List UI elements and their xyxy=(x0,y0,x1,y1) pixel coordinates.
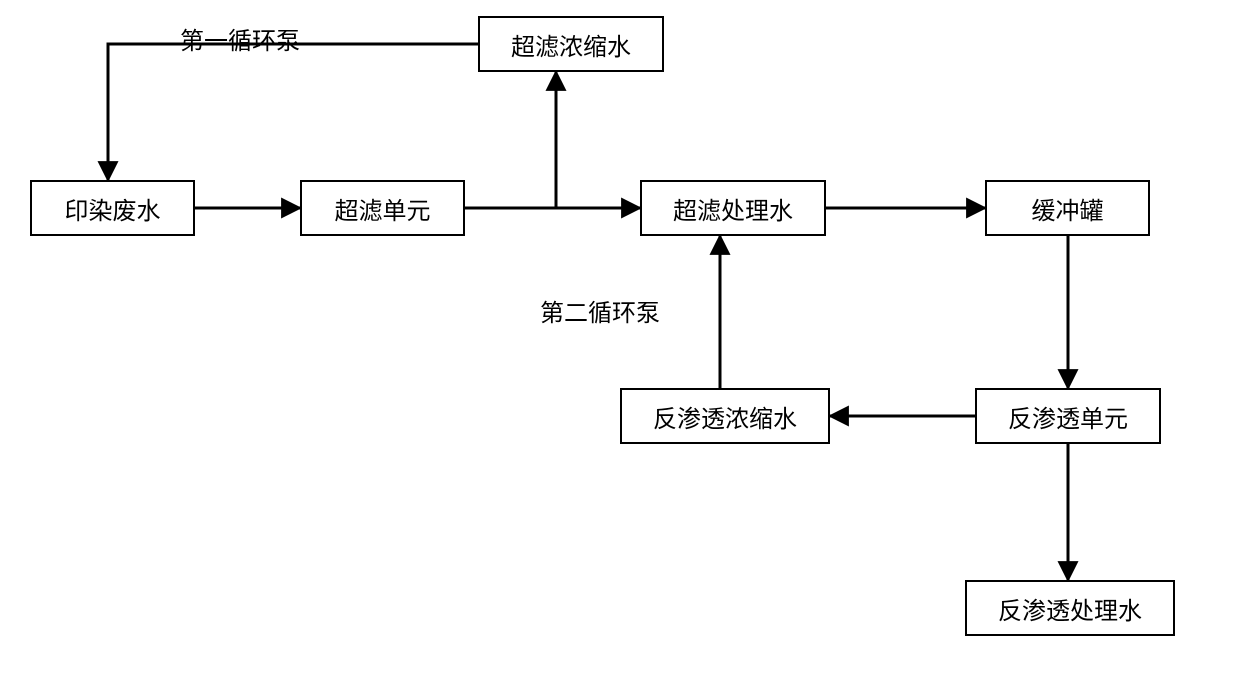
flowchart-canvas: 印染废水 超滤单元 超滤浓缩水 超滤处理水 缓冲罐 反渗透浓缩水 反渗透单元 反… xyxy=(0,0,1240,691)
node-uf-conc-label: 超滤浓缩水 xyxy=(511,27,631,62)
node-uf-unit-label: 超滤单元 xyxy=(335,191,431,226)
edge-label-pump2: 第二循环泵 xyxy=(500,290,700,330)
edge-label-pump2-text: 第二循环泵 xyxy=(540,293,660,328)
node-uf-treated-label: 超滤处理水 xyxy=(673,191,793,226)
node-ro-conc-label: 反渗透浓缩水 xyxy=(653,399,797,434)
edge-uf-conc-to-wastewater xyxy=(108,44,478,180)
node-uf-treated: 超滤处理水 xyxy=(640,180,826,236)
node-ro-unit-label: 反渗透单元 xyxy=(1008,399,1128,434)
node-uf-unit: 超滤单元 xyxy=(300,180,465,236)
node-ro-treated-label: 反渗透处理水 xyxy=(998,591,1142,626)
node-buffer: 缓冲罐 xyxy=(985,180,1150,236)
node-wastewater-label: 印染废水 xyxy=(65,191,161,226)
node-uf-conc: 超滤浓缩水 xyxy=(478,16,664,72)
node-wastewater: 印染废水 xyxy=(30,180,195,236)
edge-label-pump1-text: 第一循环泵 xyxy=(180,21,300,56)
node-ro-conc: 反渗透浓缩水 xyxy=(620,388,830,444)
node-ro-treated: 反渗透处理水 xyxy=(965,580,1175,636)
edge-label-pump1: 第一循环泵 xyxy=(140,18,340,58)
node-ro-unit: 反渗透单元 xyxy=(975,388,1161,444)
node-buffer-label: 缓冲罐 xyxy=(1032,191,1104,226)
